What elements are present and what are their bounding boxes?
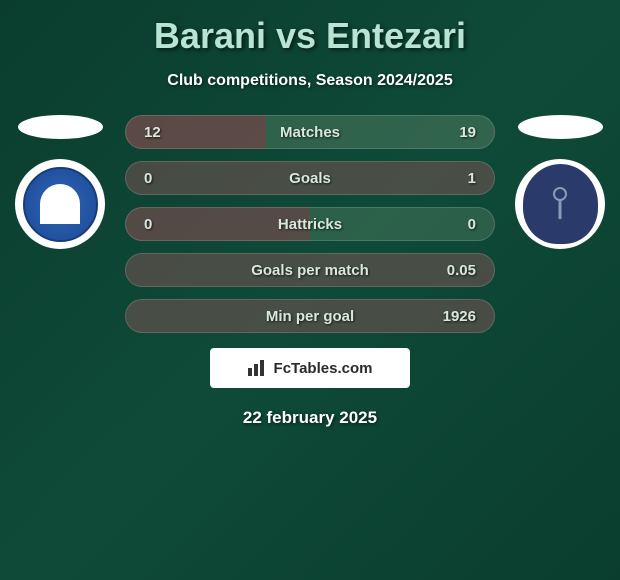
chart-icon [248,360,268,376]
stat-right-value: 0 [436,216,476,233]
stat-right-value: 1 [436,170,476,187]
stat-row-matches: 12 Matches 19 [125,115,495,149]
left-badge-shape [40,184,80,224]
subtitle: Club competitions, Season 2024/2025 [167,72,452,90]
stats-column: 12 Matches 19 0 Goals 1 0 Hattricks 0 Go… [125,115,495,333]
stat-row-goals: 0 Goals 1 [125,161,495,195]
page-title: Barani vs Entezari [154,15,466,57]
stat-label: Matches [280,124,340,141]
stat-left-value: 12 [144,124,184,141]
stat-row-hattricks: 0 Hattricks 0 [125,207,495,241]
left-badge-inner [23,167,98,242]
brand-text: FcTables.com [274,360,373,377]
content-row: 12 Matches 19 0 Goals 1 0 Hattricks 0 Go… [0,115,620,333]
stat-right-value: 1926 [436,308,476,325]
stat-row-gpm: Goals per match 0.05 [125,253,495,287]
left-column [10,115,110,249]
left-club-badge [15,159,105,249]
right-badge-inner [523,164,598,244]
main-container: Barani vs Entezari Club competitions, Se… [0,0,620,438]
stat-left-value: 0 [144,216,184,233]
stat-right-value: 19 [436,124,476,141]
stat-label: Goals per match [251,262,369,279]
right-column [510,115,610,249]
anchor-icon [545,187,575,222]
stat-label: Min per goal [266,308,354,325]
stat-right-value: 0.05 [436,262,476,279]
date-text: 22 february 2025 [243,408,377,428]
stat-row-mpg: Min per goal 1926 [125,299,495,333]
stat-left-value: 0 [144,170,184,187]
right-club-badge [515,159,605,249]
stat-label: Goals [289,170,331,187]
right-ellipse [518,115,603,139]
stat-label: Hattricks [278,216,342,233]
left-ellipse [18,115,103,139]
brand-box[interactable]: FcTables.com [210,348,410,388]
